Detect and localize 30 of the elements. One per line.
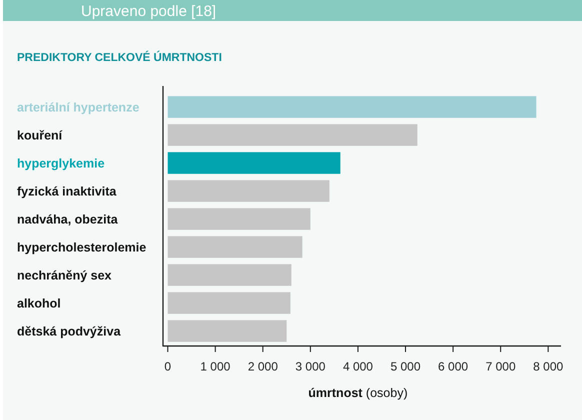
x-tick-label: 1 000 [200,360,231,374]
y-tick-label: kouření [17,128,63,142]
y-tick-label: alkohol [17,296,61,310]
y-tick-label: hypercholesterolemie [17,240,146,254]
x-tick-label: 0 [164,360,172,374]
bar [168,208,310,230]
x-tick-label: 2 000 [248,360,278,374]
bar [168,292,290,314]
bar [168,264,292,286]
text: Upraveno podle [18] [81,3,216,20]
chart-title: PREDIKTORY CELKOVÉ ÚMRTNOSTI [17,50,222,64]
x-tick-label: 4 000 [342,360,374,374]
x-tick-label: 5 000 [390,360,421,374]
y-tick-label: fyzická inaktivita [17,184,118,198]
bar [168,236,302,258]
bar [168,124,418,146]
y-tick-label: nechráněný sex [17,268,112,282]
x-tick-label: 6 000 [438,360,468,374]
y-tick-label: dětská podvýživa [17,324,122,338]
x-tick-label: 8 000 [533,360,564,374]
bar [168,320,287,342]
y-tick-label: nadváha, obezita [17,212,119,226]
x-axis-title: úmrtnost (osoby) [308,386,408,400]
bar [168,152,340,174]
x-tick-label: 7 000 [486,360,516,374]
bar [168,96,536,118]
y-tick-label: hyperglykemie [17,156,105,170]
y-tick-label: arteriální hypertenze [17,100,140,114]
bar [168,180,330,202]
x-tick-label: 3 000 [295,360,326,374]
